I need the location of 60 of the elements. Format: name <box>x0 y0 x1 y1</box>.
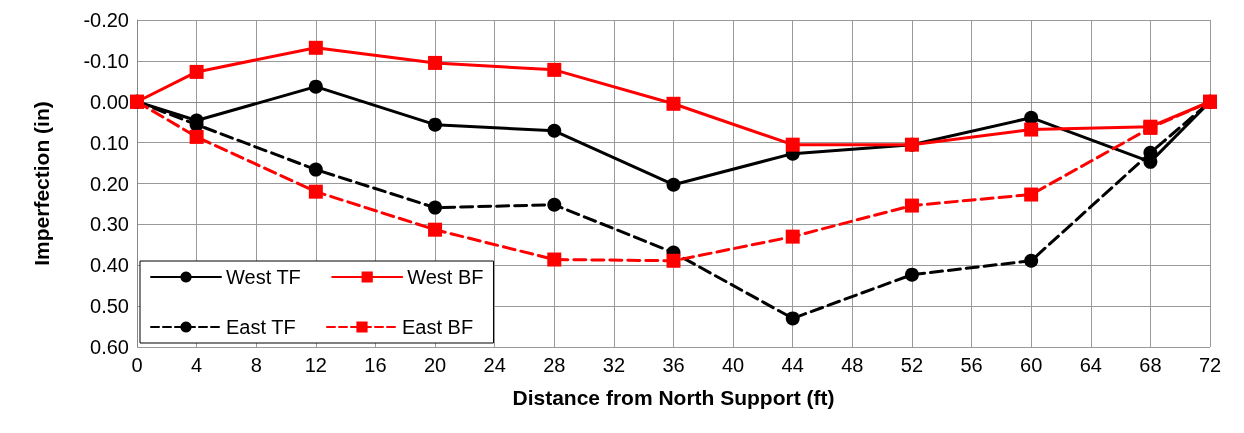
x-tick-label: 4 <box>191 354 203 376</box>
legend-label: East BF <box>402 316 474 338</box>
point <box>428 200 443 215</box>
x-tick-label: 24 <box>483 354 506 376</box>
point <box>428 117 443 132</box>
point <box>428 222 443 237</box>
x-tick-label: 60 <box>1020 354 1043 376</box>
point <box>666 177 681 192</box>
point <box>547 62 562 77</box>
point <box>189 64 204 79</box>
y-tick-label: -0.10 <box>83 49 129 72</box>
x-tick-label: 68 <box>1139 354 1162 376</box>
point <box>785 229 800 244</box>
point <box>1024 110 1039 125</box>
x-tick-label: 12 <box>304 354 327 376</box>
point <box>666 253 681 268</box>
point <box>1024 253 1039 268</box>
point <box>904 267 919 282</box>
y-axis-title: Imperfection (in) <box>30 101 53 266</box>
x-axis-title: Distance from North Support (ft) <box>512 386 835 409</box>
point <box>1024 187 1039 202</box>
point <box>308 162 323 177</box>
point <box>1024 122 1039 137</box>
point <box>428 55 443 70</box>
x-tick-label: 72 <box>1198 354 1222 376</box>
x-tick-label: 8 <box>250 354 262 376</box>
x-tick-label: 48 <box>841 354 864 376</box>
y-tick-label: 0.30 <box>90 213 129 236</box>
legend-label: West TF <box>226 266 301 288</box>
point <box>785 311 800 326</box>
y-tick-label: 0.00 <box>90 90 129 113</box>
x-tick-label: 44 <box>781 354 804 376</box>
y-tick-label: 0.40 <box>90 254 129 277</box>
x-tick-label: 52 <box>900 354 924 376</box>
point <box>785 137 800 152</box>
x-tick-label: 28 <box>543 354 566 376</box>
x-tick-label: 32 <box>602 354 626 376</box>
x-tick-label: 20 <box>423 354 447 376</box>
y-tick-label: 0.20 <box>90 172 129 195</box>
legend-label: West BF <box>407 266 484 288</box>
y-tick-label: -0.20 <box>83 9 129 31</box>
x-tick-label: 56 <box>960 354 983 376</box>
y-tick-label: 0.50 <box>90 295 129 318</box>
point <box>308 40 323 55</box>
point <box>547 252 562 267</box>
point <box>308 184 323 199</box>
x-tick-label: 16 <box>364 354 387 376</box>
y-tick-label: 0.60 <box>90 336 129 358</box>
y-tick-label: 0.10 <box>90 131 129 154</box>
point <box>308 79 323 94</box>
point <box>904 198 919 213</box>
point <box>666 96 681 111</box>
x-tick-label: 36 <box>662 354 685 376</box>
point <box>547 123 562 138</box>
point <box>189 129 204 144</box>
legend-label: East TF <box>226 316 296 338</box>
x-tick-label: 64 <box>1079 354 1102 376</box>
point <box>547 197 562 212</box>
x-tick-label: 40 <box>721 354 745 376</box>
x-tick-label: 0 <box>131 354 143 376</box>
